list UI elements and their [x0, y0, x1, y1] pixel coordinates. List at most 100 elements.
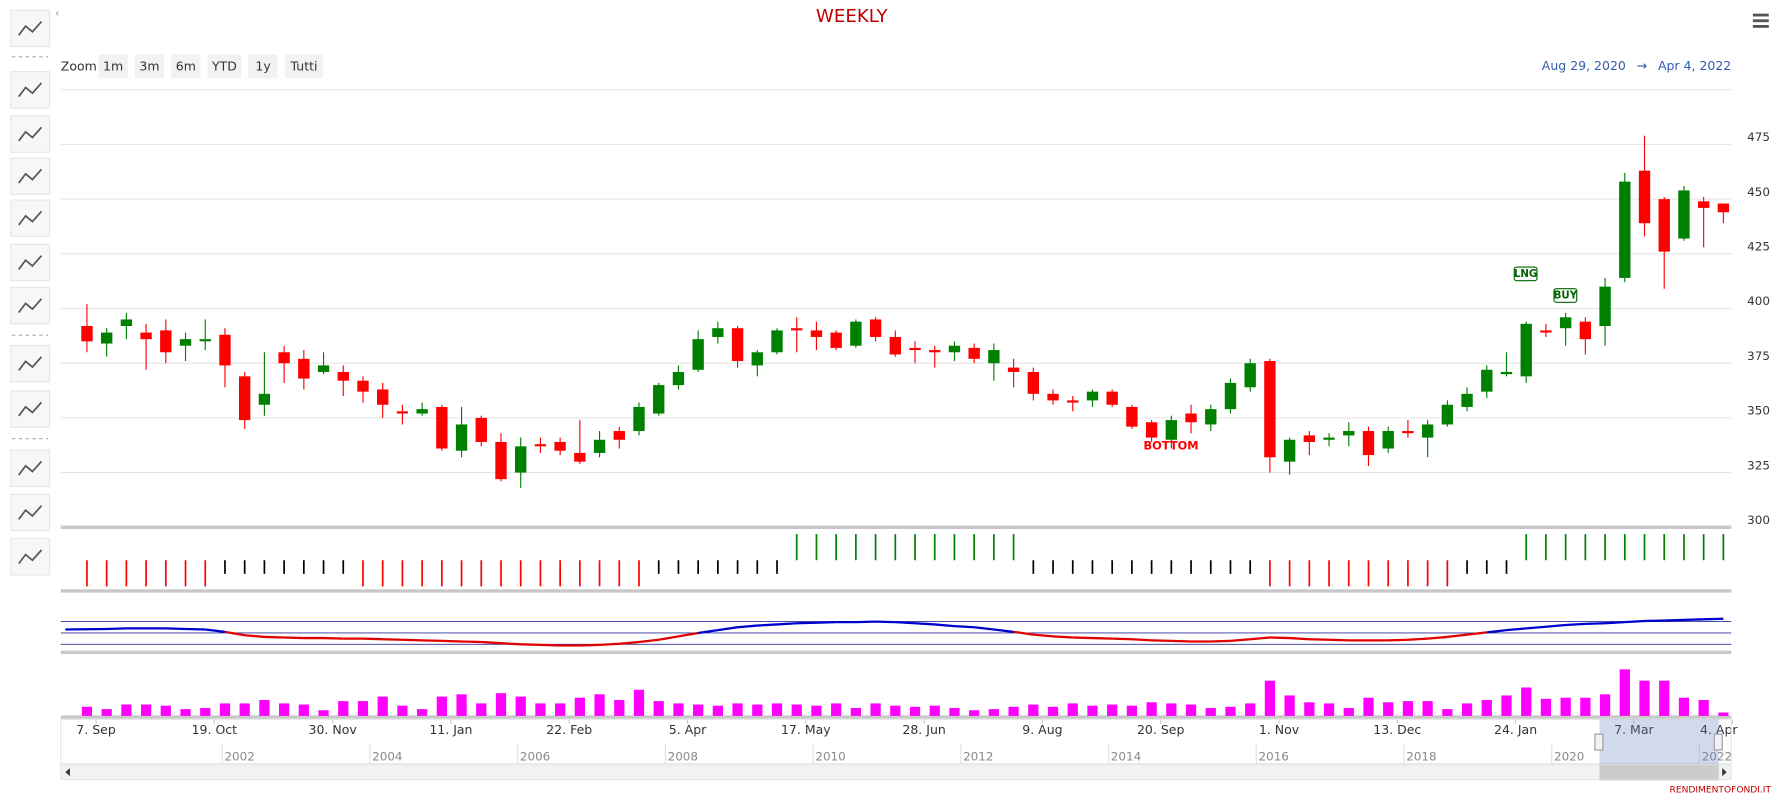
candle-body — [1264, 361, 1276, 458]
tool-button[interactable] — [10, 390, 51, 428]
volume-bar — [1343, 707, 1354, 716]
zoom-button[interactable]: Tutti — [284, 54, 324, 79]
volume-bar — [160, 705, 171, 716]
menu-button[interactable] — [1752, 13, 1769, 28]
y-tick-label: 400 — [1747, 294, 1770, 308]
navigator — [60, 718, 1732, 765]
tool-button[interactable] — [10, 538, 51, 576]
oscillator-segment — [717, 626, 738, 632]
oscillator-segment — [264, 635, 285, 639]
candle-body — [751, 352, 763, 366]
volume-bar — [771, 703, 783, 716]
zoom-button[interactable]: 3m — [134, 54, 165, 79]
scroll-left[interactable] — [65, 768, 70, 777]
candle-body — [1047, 393, 1059, 401]
oscillator-segment — [1309, 638, 1330, 641]
tool-button[interactable] — [10, 157, 51, 195]
oscillator-segment — [1250, 636, 1271, 641]
oscillator-segment — [776, 622, 797, 626]
tool-button[interactable] — [10, 286, 51, 325]
oscillator-segment — [1605, 621, 1625, 625]
volume-bar — [180, 709, 191, 716]
candle-body — [574, 452, 586, 462]
candle-body — [1559, 317, 1572, 329]
tool-button[interactable] — [10, 493, 51, 532]
oscillator-segment — [934, 623, 955, 628]
tool-button[interactable] — [10, 199, 51, 237]
volume-bar — [436, 696, 447, 716]
candle-body — [1540, 330, 1552, 333]
menu-bar — [1752, 19, 1769, 23]
zoom-button[interactable]: 6m — [171, 54, 201, 79]
oscillator-segment — [796, 621, 817, 625]
zoom-button-label: 1y — [255, 59, 271, 74]
zoom-button[interactable]: YTD — [207, 54, 242, 79]
tool-box — [10, 199, 51, 237]
volume-bar — [1087, 705, 1098, 716]
scroll-right[interactable] — [1722, 768, 1727, 777]
chart-title: WEEKLY — [816, 6, 889, 27]
candle-body — [909, 347, 921, 351]
candle-body — [396, 411, 409, 414]
volume-bar — [1659, 680, 1670, 716]
volume-bar — [1639, 680, 1650, 716]
candle-body — [298, 358, 310, 379]
candle-body — [416, 409, 428, 414]
volume-bar — [200, 707, 211, 716]
oscillator-segment — [895, 621, 916, 625]
navigator-handle[interactable] — [1594, 733, 1604, 751]
candle-body — [554, 441, 566, 451]
navigator-label: 2014 — [1111, 749, 1141, 763]
oscillator-segment — [1683, 618, 1704, 622]
y-tick-label: 375 — [1747, 349, 1770, 363]
tool-button[interactable] — [10, 9, 51, 48]
oscillator-segment — [422, 639, 442, 643]
volume-bar — [1185, 704, 1197, 716]
candle-body — [653, 385, 665, 414]
candle-body — [771, 330, 783, 353]
candle-body — [988, 350, 1000, 364]
oscillator-segment — [1466, 631, 1487, 636]
tool-box — [10, 286, 51, 325]
navigator-handle[interactable] — [1713, 733, 1723, 751]
candle-body — [455, 424, 468, 451]
collapse-arrow[interactable]: ‹ — [55, 9, 59, 20]
date-range: Aug 29, 2020 → Apr 4, 2022 — [1542, 57, 1731, 72]
oscillator-segment — [875, 620, 896, 624]
candle-body — [889, 336, 901, 355]
range-from: Aug 29, 2020 — [1542, 57, 1626, 72]
tool-box — [10, 115, 51, 153]
scrollbar-thumb[interactable] — [1599, 764, 1719, 780]
tool-box — [10, 243, 51, 282]
tool-box — [10, 157, 51, 195]
volume-bar — [298, 704, 309, 716]
tool-button[interactable] — [10, 71, 51, 109]
candle-body — [1007, 367, 1020, 372]
volume-bar — [1619, 669, 1630, 716]
x-tick-label: 9. Aug — [1022, 722, 1062, 737]
navigator-label: 2002 — [224, 749, 254, 763]
candle-body — [1382, 431, 1394, 449]
zoom-button-label: 3m — [139, 59, 159, 74]
volume-bar — [417, 709, 428, 716]
tool-button[interactable] — [10, 243, 51, 282]
zoom-button[interactable]: 1m — [98, 54, 128, 79]
candle-body — [495, 441, 507, 480]
navigator-label: 2004 — [372, 749, 402, 763]
oscillator-segment — [1624, 619, 1645, 624]
scrollbar-track — [60, 764, 1732, 781]
tool-button[interactable] — [10, 115, 51, 153]
candle-body — [179, 339, 192, 346]
oscillator-segment — [1545, 623, 1566, 628]
candle-body — [219, 334, 231, 366]
volume-bar — [890, 705, 901, 716]
zoom-button[interactable]: 1y — [248, 54, 278, 79]
tool-button[interactable] — [10, 449, 51, 487]
y-tick-label: 300 — [1747, 513, 1770, 527]
candle-body — [1303, 435, 1316, 442]
volume-bar — [969, 710, 980, 716]
tool-button[interactable] — [10, 344, 51, 383]
oscillator-segment — [1526, 625, 1547, 630]
volume-bar — [456, 694, 467, 716]
